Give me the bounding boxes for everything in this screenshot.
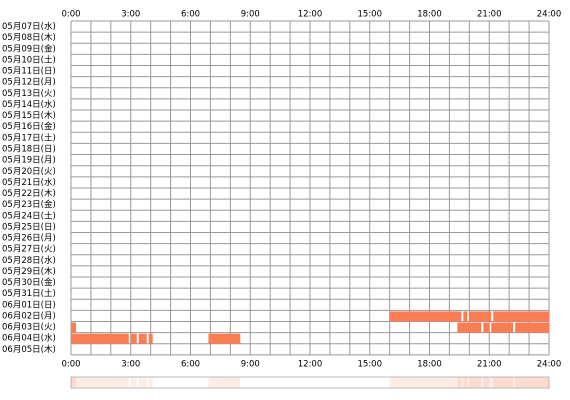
sleep-segment bbox=[483, 322, 490, 333]
row-label: 05月31日(土) bbox=[2, 288, 56, 299]
row-label: 05月21日(水) bbox=[2, 177, 56, 188]
sleep-segment bbox=[71, 333, 129, 344]
x-tick-label: 21:00 bbox=[477, 360, 502, 370]
row-label: 05月26日(月) bbox=[2, 234, 56, 244]
row-label: 06月05日(木) bbox=[2, 344, 56, 355]
summary-segment bbox=[483, 377, 490, 388]
sleep-segment bbox=[491, 322, 514, 333]
summary-segment bbox=[491, 377, 514, 388]
x-tick-label: 6:00 bbox=[181, 10, 200, 20]
summary-segment bbox=[71, 377, 129, 388]
summary-segment bbox=[130, 377, 137, 388]
sleep-segment bbox=[469, 311, 492, 322]
row-label: 05月14日(水) bbox=[2, 99, 56, 110]
row-label: 05月29日(木) bbox=[2, 266, 56, 277]
summary-segment bbox=[389, 377, 462, 388]
sleep-segment bbox=[463, 311, 468, 322]
sleep-segment bbox=[71, 322, 76, 333]
x-tick-label: 24:00 bbox=[537, 360, 562, 370]
x-tick-label: 12:00 bbox=[298, 360, 323, 370]
row-label: 05月08日(木) bbox=[2, 32, 56, 43]
summary-segment bbox=[457, 377, 482, 388]
summary-segment bbox=[71, 377, 76, 388]
row-label: 05月11日(日) bbox=[2, 67, 56, 77]
row-label: 05月20日(火) bbox=[2, 167, 56, 177]
sleep-segment bbox=[389, 311, 462, 322]
x-tick-label: 0:00 bbox=[61, 360, 80, 370]
row-label: 05月19日(月) bbox=[2, 156, 56, 166]
row-label: 05月23日(金) bbox=[2, 199, 56, 210]
row-label: 05月27日(火) bbox=[2, 245, 56, 255]
row-label: 05月17日(土) bbox=[2, 132, 56, 143]
row-label: 05月28日(水) bbox=[2, 255, 56, 266]
row-label: 06月02日(月) bbox=[2, 311, 56, 321]
sleep-segment bbox=[138, 333, 147, 344]
row-label: 05月18日(日) bbox=[2, 144, 56, 154]
x-tick-label: 6:00 bbox=[181, 360, 200, 370]
x-tick-label: 15:00 bbox=[358, 360, 383, 370]
row-label: 06月01日(日) bbox=[2, 300, 56, 310]
row-label: 05月12日(月) bbox=[2, 78, 56, 88]
x-tick-label: 21:00 bbox=[477, 10, 502, 20]
x-tick-label: 12:00 bbox=[298, 10, 323, 20]
summary-segment bbox=[148, 377, 153, 388]
row-label: 05月25日(日) bbox=[2, 222, 56, 232]
summary-segment bbox=[469, 377, 492, 388]
x-tick-label: 15:00 bbox=[358, 10, 383, 20]
sleep-segment bbox=[493, 311, 549, 322]
x-tick-label: 18:00 bbox=[417, 10, 442, 20]
row-label: 05月13日(火) bbox=[2, 89, 56, 99]
summary-bar-frame bbox=[70, 376, 550, 389]
x-tick-label: 24:00 bbox=[537, 10, 562, 20]
sleep-segment bbox=[130, 333, 137, 344]
sleep-segment bbox=[515, 322, 549, 333]
row-label: 05月15日(木) bbox=[2, 110, 56, 121]
row-label: 06月03日(火) bbox=[2, 323, 56, 333]
summary-segment bbox=[138, 377, 147, 388]
sleep-segment bbox=[148, 333, 153, 344]
x-tick-label: 0:00 bbox=[61, 10, 80, 20]
row-label: 05月09日(金) bbox=[2, 43, 56, 54]
x-tick-label: 3:00 bbox=[121, 10, 140, 20]
row-label: 05月16日(金) bbox=[2, 121, 56, 132]
summary-segment bbox=[515, 377, 549, 388]
x-tick-label: 3:00 bbox=[121, 360, 140, 370]
row-label: 05月24日(土) bbox=[2, 210, 56, 221]
x-tick-label: 9:00 bbox=[241, 10, 260, 20]
row-label: 05月22日(木) bbox=[2, 188, 56, 199]
row-label: 05月30日(金) bbox=[2, 277, 56, 288]
row-label: 05月07日(水) bbox=[2, 21, 56, 32]
x-tick-label: 18:00 bbox=[417, 360, 442, 370]
sleep-segment bbox=[208, 333, 241, 344]
sleep-segment bbox=[457, 322, 482, 333]
summary-segment bbox=[208, 377, 241, 388]
row-label: 06月04日(水) bbox=[2, 333, 56, 344]
x-tick-label: 9:00 bbox=[241, 360, 260, 370]
row-label: 05月10日(土) bbox=[2, 54, 56, 65]
summary-segment bbox=[493, 377, 549, 388]
summary-segment bbox=[463, 377, 468, 388]
